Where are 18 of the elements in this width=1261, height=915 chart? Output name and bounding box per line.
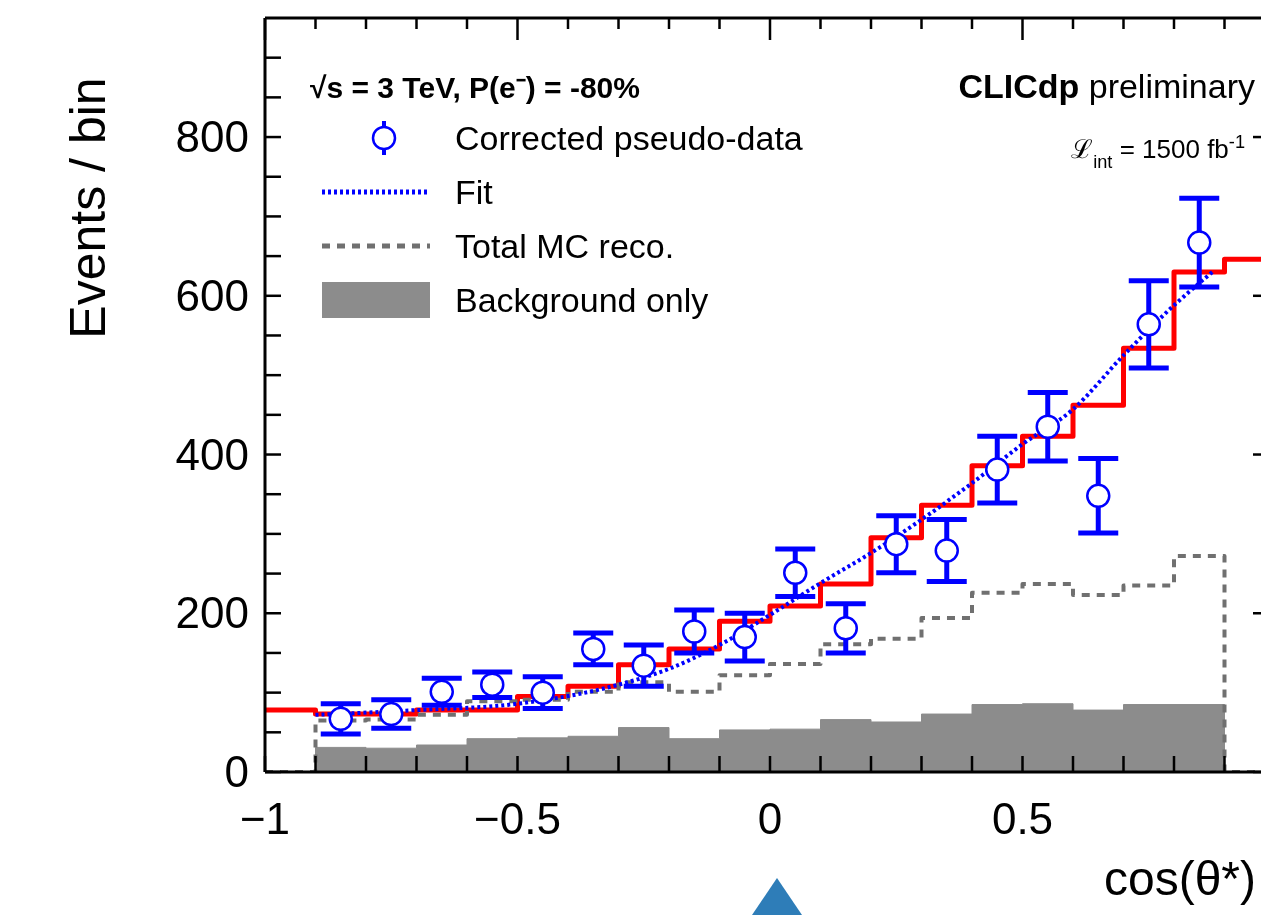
- x-tick-label: 0: [757, 794, 783, 843]
- annotation: CLICdp preliminary: [958, 67, 1255, 105]
- y-tick-label: 600: [175, 270, 249, 320]
- annotation: ℒ$_{int}$ = 1500 fb$^{-1}$: [1071, 132, 1245, 172]
- y-tick-label: 800: [175, 112, 249, 162]
- y-axis-title: Events / bin: [60, 77, 116, 339]
- legend-label: Background only: [455, 281, 709, 319]
- legend-label: Corrected pseudo-data: [455, 119, 803, 157]
- annotation: √s = 3 TeV, P(e⁻) = -80%: [310, 71, 640, 104]
- y-tick-label: 400: [175, 429, 249, 479]
- x-tick-label: 0.5: [991, 794, 1054, 843]
- x-axis-title: cos(θ*): [1103, 852, 1256, 905]
- x-tick-label: −0.5: [474, 794, 561, 843]
- y-tick-label: 200: [175, 588, 249, 638]
- y-tick-label: 0: [224, 747, 249, 796]
- legend-label: Total MC reco.: [455, 227, 675, 265]
- legend-label: Fit: [455, 173, 494, 211]
- x-tick-label: −1: [239, 794, 291, 843]
